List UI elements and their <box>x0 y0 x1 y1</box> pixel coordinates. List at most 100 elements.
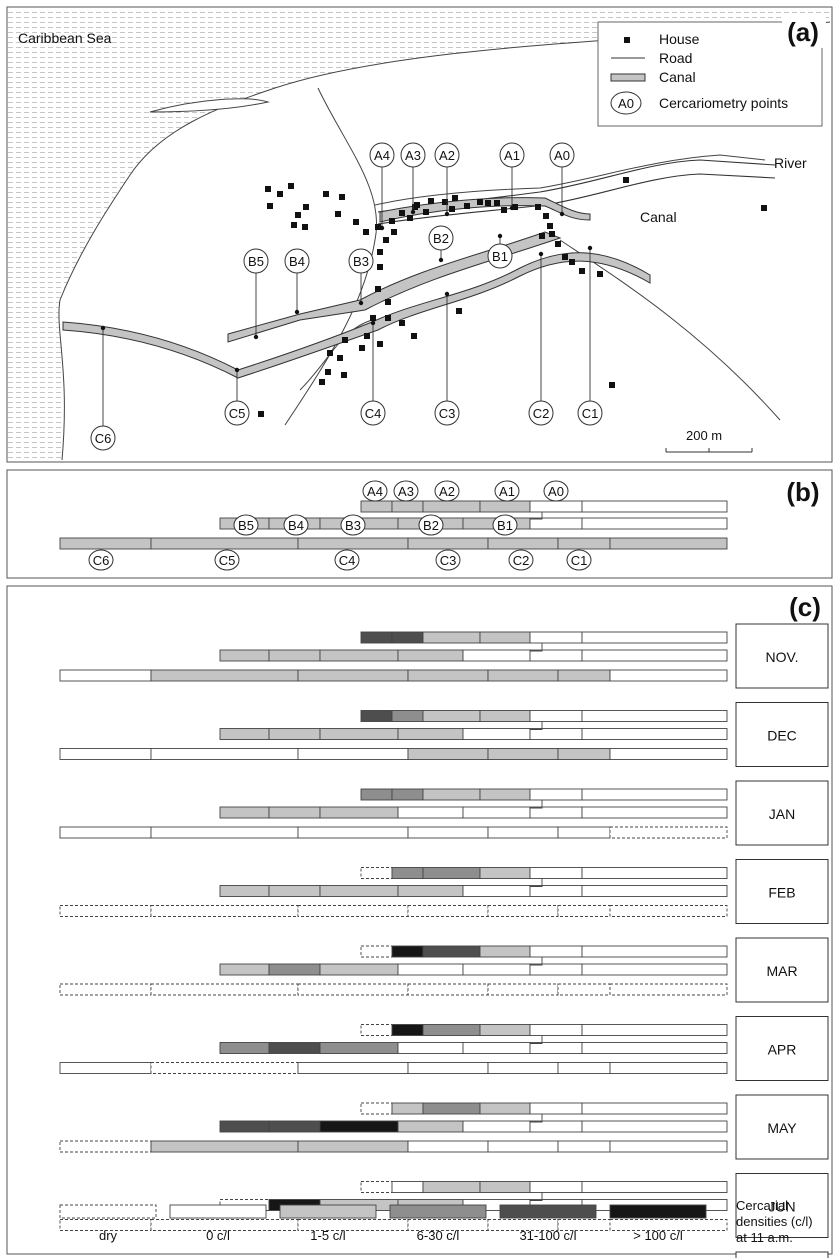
schematic-point-a2 <box>434 480 460 502</box>
house-icon <box>337 355 343 361</box>
month-label-box <box>735 623 829 689</box>
schematic-point-label: B4 <box>288 518 304 533</box>
canal-segment <box>581 1181 728 1193</box>
schematic-point-a4 <box>362 480 388 502</box>
house-icon <box>761 205 767 211</box>
houses <box>258 177 767 417</box>
map-point-a1 <box>499 142 525 168</box>
canal-segment <box>479 710 531 722</box>
house-icon <box>569 259 575 265</box>
canal-segment <box>360 1181 393 1193</box>
canal-segment <box>59 905 152 917</box>
canal-segment <box>609 1219 728 1231</box>
house-icon <box>339 194 345 200</box>
canal-segment <box>609 905 728 917</box>
canal-segment <box>407 537 489 550</box>
month-label: MAR <box>766 963 797 979</box>
canal-segment <box>462 649 531 662</box>
schematic-point-c4 <box>334 549 360 571</box>
canal-segment <box>397 806 464 819</box>
house-icon <box>456 308 462 314</box>
house-icon <box>385 299 391 305</box>
canal-segment <box>150 1140 299 1153</box>
map-point-label: A4 <box>374 148 390 163</box>
house-icon <box>295 212 301 218</box>
house-icon <box>597 271 603 277</box>
schematic-point-b2 <box>418 514 444 536</box>
canal-segment <box>529 517 583 530</box>
canal-segment <box>462 963 531 976</box>
canal-label: Canal <box>640 209 677 225</box>
canal-segment <box>59 537 152 550</box>
lagoon-island <box>149 98 270 113</box>
month-label-box <box>735 1016 829 1081</box>
canal-segment <box>581 788 728 801</box>
map-point-label: B5 <box>248 254 264 269</box>
panel-a-label: (a) <box>787 17 819 47</box>
canal-segment <box>407 748 489 760</box>
month-label-box <box>735 1173 829 1238</box>
map-point-label: C1 <box>582 406 599 421</box>
schematic-point-label: C1 <box>571 553 588 568</box>
schematic-point-label: A3 <box>398 484 414 499</box>
house-icon <box>609 382 615 388</box>
canal-segment <box>529 963 583 976</box>
legend-house-label: House <box>659 31 700 47</box>
canal-segment <box>391 945 424 958</box>
house-icon <box>464 203 470 209</box>
canal-segment <box>609 983 728 996</box>
panel-a-map: Caribbean Sea River Canal A0 A1 A2 A3 A4 B1 B2… <box>6 6 833 463</box>
canal-segment <box>422 945 481 958</box>
canal-segment <box>397 1042 464 1054</box>
canal-segment <box>360 867 393 879</box>
map-point-c2 <box>528 400 554 426</box>
house-icon <box>377 264 383 270</box>
canal-segment <box>407 1062 489 1074</box>
canal-segment <box>422 867 481 879</box>
canal-segment <box>397 885 464 897</box>
schematic-point-a1 <box>494 480 520 502</box>
canal-segment <box>479 1181 531 1193</box>
scale-bar: 200 m <box>665 428 753 453</box>
canal-segment <box>609 537 728 550</box>
map-point-label: B4 <box>289 254 305 269</box>
month-row-may: MAY <box>59 1094 829 1160</box>
legend-swatch-3 <box>389 1204 487 1219</box>
schematic-point-label: B2 <box>423 518 439 533</box>
month-label: FEB <box>768 885 795 901</box>
schematic-point-label: C6 <box>93 553 110 568</box>
schematic-point-label: C4 <box>339 553 356 568</box>
map-point-c6 <box>90 425 116 451</box>
canal-segment <box>529 500 583 513</box>
house-icon <box>323 191 329 197</box>
canal-segment <box>268 1120 321 1133</box>
legend-canal-label: Canal <box>659 69 696 85</box>
month-label-box <box>735 859 829 924</box>
schematic-point-b1 <box>492 514 518 536</box>
house-icon <box>291 222 297 228</box>
house-icon <box>325 369 331 375</box>
house-icon <box>547 223 553 229</box>
canal-segment <box>319 1042 399 1054</box>
house-icon <box>277 191 283 197</box>
schematic-point-label: B1 <box>497 518 513 533</box>
map-point-label: C4 <box>365 406 382 421</box>
month-label-box <box>735 1251 829 1258</box>
house-icon <box>449 206 455 212</box>
canal-segment <box>422 1181 481 1193</box>
canal-segment <box>581 945 728 958</box>
canal-segment <box>462 806 531 819</box>
house-icon <box>364 333 370 339</box>
panel-b-label: (b) <box>786 477 819 507</box>
house-icon <box>477 199 483 205</box>
map-point-b2 <box>428 225 454 251</box>
canal-segment <box>529 631 583 644</box>
schematic-point-c2 <box>508 549 534 571</box>
canal-segment <box>581 963 728 976</box>
month-label-box <box>735 1094 829 1160</box>
canal-segment <box>391 788 424 801</box>
month-label: JUN <box>768 1199 795 1215</box>
canal-segment <box>581 885 728 897</box>
house-icon <box>385 315 391 321</box>
